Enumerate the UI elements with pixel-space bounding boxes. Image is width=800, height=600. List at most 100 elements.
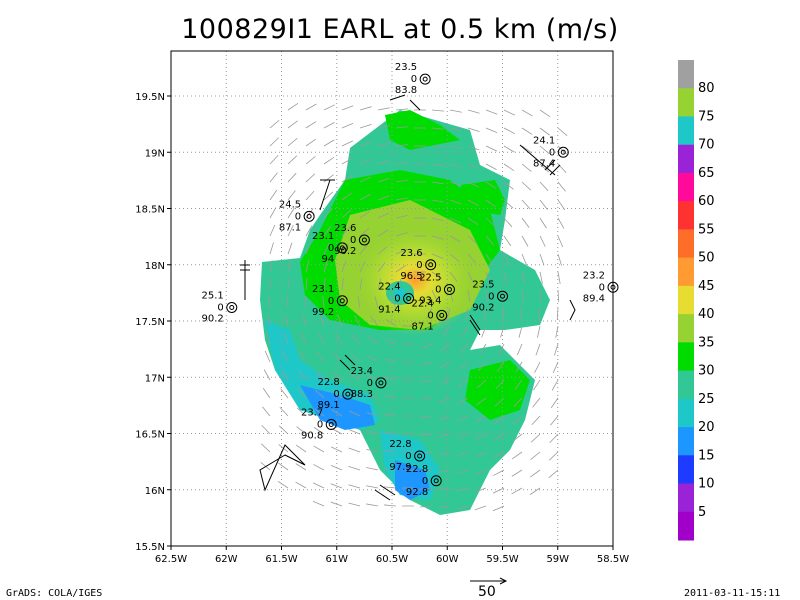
y-tick-label: 18.5N <box>135 205 165 216</box>
wind-vector <box>332 371 343 381</box>
colorbar-label: 40 <box>698 307 715 322</box>
colorbar-swatch <box>678 60 694 89</box>
wind-vector <box>269 137 279 147</box>
wind-vector <box>498 343 505 355</box>
wind-vector <box>420 343 433 349</box>
wind-vector <box>323 104 335 111</box>
wind-vector <box>467 127 480 132</box>
wind-vector <box>530 469 541 478</box>
footer-right: 2011-03-11-15:11 <box>684 588 781 599</box>
wind-vector <box>395 179 408 183</box>
wind-vector <box>420 433 433 436</box>
wind-vector <box>539 217 547 229</box>
wind-vector <box>384 339 397 345</box>
wind-vector <box>269 277 272 291</box>
wind-vector <box>438 505 451 509</box>
wind-vector <box>348 502 361 507</box>
station-circle-icon <box>303 210 315 222</box>
wind-vector <box>521 127 533 135</box>
station-zero: 0 <box>549 147 555 158</box>
station-temp: 23.5 <box>395 62 417 73</box>
wind-vector <box>349 373 361 381</box>
station-circle-icon <box>497 290 508 302</box>
wind-vector <box>494 415 505 424</box>
wind-vector <box>395 278 402 291</box>
wind-vector <box>298 370 307 381</box>
colorbar-swatch <box>678 172 694 202</box>
station-dot-icon <box>361 237 367 243</box>
wind-vector <box>533 379 541 391</box>
wind-vector <box>449 271 458 282</box>
wind-vector <box>456 433 469 439</box>
station-dot-icon <box>229 305 235 310</box>
station-temp: 23.6 <box>334 223 356 234</box>
wind-vector <box>278 462 289 471</box>
colorbar-swatch <box>678 144 694 174</box>
wind-vector <box>349 391 361 399</box>
y-tick-label: 19.5N <box>135 92 165 103</box>
wind-vector <box>485 127 498 134</box>
station-dot-icon <box>433 478 439 484</box>
wind-vector <box>420 379 433 383</box>
station-temp: 22.4 <box>378 282 400 293</box>
wind-vector <box>485 181 497 189</box>
station-dot-icon <box>306 213 312 219</box>
station-zero: 0 <box>394 294 400 305</box>
station-zero: 0 <box>405 451 411 462</box>
wind-vector <box>359 106 372 111</box>
wind-vector <box>449 109 462 113</box>
station-rh: 97.9 <box>389 462 411 473</box>
wind-vector <box>341 192 352 201</box>
wind-vector <box>485 289 488 302</box>
wind-vector <box>366 393 379 399</box>
wind-vector <box>503 253 510 265</box>
wind-vector <box>359 278 363 291</box>
wind-vector <box>366 412 379 417</box>
wind-vector <box>518 325 523 338</box>
wind-vector <box>341 243 349 255</box>
wind-vector <box>457 379 469 387</box>
wind-vector <box>531 415 541 426</box>
wind-vector <box>521 271 526 284</box>
station-temp: 22.8 <box>406 464 428 475</box>
wind-vector <box>295 463 307 471</box>
wind-vector <box>287 102 299 111</box>
station-rh: 90.2 <box>472 302 494 313</box>
vector-scale-label: 50 <box>478 584 496 600</box>
wind-vector <box>395 144 408 147</box>
wind-vector <box>467 163 480 169</box>
wind-vector <box>438 487 451 491</box>
station-zero: 0 <box>328 296 334 307</box>
wind-vector <box>442 325 451 336</box>
wind-vector <box>377 212 390 219</box>
wind-vector <box>539 181 549 192</box>
wind-vector <box>332 390 343 399</box>
wind-vector <box>467 145 480 151</box>
wind-vector <box>268 295 271 309</box>
colorbar-label: 60 <box>698 194 715 209</box>
y-tick-label: 17.5N <box>135 317 165 328</box>
station-marker: 22.8 097.9 <box>389 439 426 473</box>
wind-vector <box>467 289 471 302</box>
wind-vector <box>467 271 474 283</box>
wind-vector <box>350 353 361 363</box>
wind-vector <box>305 278 308 291</box>
wind-vector <box>384 468 397 471</box>
wind-vector <box>395 214 408 219</box>
wind-vector <box>539 127 550 136</box>
wind-vector <box>323 225 332 237</box>
wind-vector <box>557 217 565 229</box>
x-tick-label: 62W <box>215 554 238 565</box>
colorbar-swatch <box>678 427 694 456</box>
wind-vector <box>377 195 390 201</box>
wind-vector <box>420 415 433 419</box>
wind-vector <box>370 316 379 327</box>
wind-vector <box>322 296 325 309</box>
y-tick-label: 16N <box>145 486 165 497</box>
station-circle-icon <box>557 146 569 158</box>
wind-vector <box>467 235 478 245</box>
colorbar-swatch <box>678 88 694 117</box>
station-circle-icon <box>443 284 455 295</box>
wind-vector <box>438 469 451 473</box>
